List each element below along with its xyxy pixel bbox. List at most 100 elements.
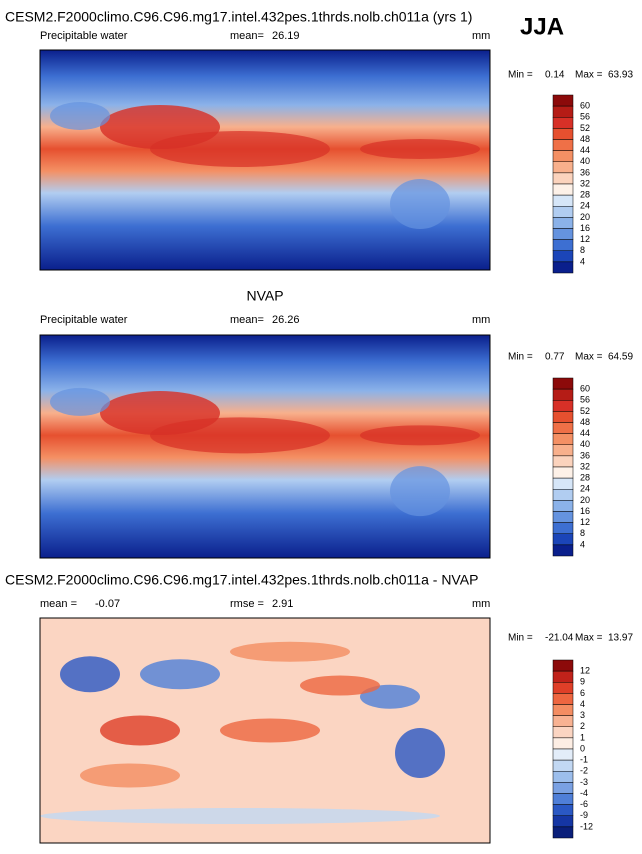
colorbar-label: 36 bbox=[580, 167, 590, 177]
colorbar-label: 1 bbox=[580, 732, 585, 742]
colorbar-label: 4 bbox=[580, 539, 585, 549]
map-frame bbox=[39, 617, 491, 844]
colorbar-swatch bbox=[552, 206, 574, 218]
colorbar-label: 12 bbox=[580, 517, 590, 527]
colorbar-label: 32 bbox=[580, 461, 590, 471]
colorbar-label: 28 bbox=[580, 190, 590, 200]
colorbar-swatch bbox=[552, 826, 574, 839]
colorbar-swatch bbox=[552, 793, 574, 805]
min-value: 0.77 bbox=[545, 352, 565, 363]
max-label: Max = bbox=[575, 352, 603, 363]
colorbar-swatch bbox=[552, 400, 574, 412]
colorbar-swatch bbox=[552, 466, 574, 479]
colorbar-label: 20 bbox=[580, 212, 590, 222]
colorbar-swatch bbox=[552, 172, 574, 185]
left-label: Precipitable water bbox=[40, 314, 128, 326]
min-label: Min = bbox=[508, 70, 533, 81]
colorbar-swatch bbox=[552, 670, 574, 683]
colorbar-swatch bbox=[552, 250, 574, 263]
colorbar-swatch bbox=[552, 139, 574, 151]
colorbar-swatch bbox=[552, 715, 574, 727]
colorbar-label: 40 bbox=[580, 156, 590, 166]
min-value: 0.14 bbox=[545, 70, 565, 81]
left-label: mean = bbox=[40, 598, 77, 610]
colorbar-swatch bbox=[552, 455, 574, 468]
colorbar-label: 60 bbox=[580, 384, 590, 394]
colorbar-swatch bbox=[552, 659, 574, 672]
colorbar-label: 28 bbox=[580, 473, 590, 483]
map-blob bbox=[220, 718, 320, 743]
colorbar-swatch bbox=[552, 377, 574, 390]
max-label: Max = bbox=[575, 633, 603, 644]
colorbar-swatch bbox=[552, 183, 574, 196]
colorbar-label: -12 bbox=[580, 821, 593, 831]
colorbar-swatch bbox=[552, 693, 574, 705]
colorbar-label: 0 bbox=[580, 743, 585, 753]
map-blob bbox=[140, 659, 220, 690]
colorbar-swatch bbox=[552, 239, 574, 251]
colorbar-swatch bbox=[552, 477, 574, 490]
units: mm bbox=[472, 314, 490, 326]
colorbar-label: 44 bbox=[580, 145, 590, 155]
colorbar-swatch bbox=[552, 128, 574, 140]
map-blob bbox=[390, 179, 450, 229]
min-label: Min = bbox=[508, 633, 533, 644]
colorbar-label: 8 bbox=[580, 245, 585, 255]
colorbar-label: 6 bbox=[580, 688, 585, 698]
colorbar-swatch bbox=[552, 94, 574, 107]
season-label: JJA bbox=[520, 13, 564, 40]
colorbar-swatch bbox=[552, 804, 574, 816]
colorbar-swatch bbox=[552, 422, 574, 434]
colorbar-swatch bbox=[552, 544, 574, 557]
colorbar-swatch bbox=[552, 511, 574, 523]
map-blob bbox=[60, 656, 120, 693]
colorbar-label: -9 bbox=[580, 810, 588, 820]
colorbar-label: -3 bbox=[580, 777, 588, 787]
mean-label: rmse = bbox=[230, 598, 264, 610]
colorbar-swatch bbox=[552, 759, 574, 772]
colorbar-label: 48 bbox=[580, 134, 590, 144]
left-value: -0.07 bbox=[95, 598, 120, 610]
max-value: 64.59 bbox=[608, 352, 633, 363]
colorbar-label: 52 bbox=[580, 123, 590, 133]
colorbar-swatch bbox=[552, 522, 574, 534]
colorbar-label: 8 bbox=[580, 528, 585, 538]
colorbar-swatch bbox=[552, 150, 574, 162]
max-value: 63.93 bbox=[608, 70, 633, 81]
mean-label: mean= bbox=[230, 314, 264, 326]
colorbar-swatch bbox=[552, 217, 574, 229]
min-label: Min = bbox=[508, 352, 533, 363]
panel-title: CESM2.F2000climo.C96.C96.mg17.intel.432p… bbox=[5, 572, 478, 588]
min-value: -21.04 bbox=[545, 633, 574, 644]
panel-title: NVAP bbox=[246, 288, 283, 304]
colorbar-swatch bbox=[552, 489, 574, 501]
colorbar-swatch bbox=[552, 771, 574, 783]
colorbar-label: 40 bbox=[580, 439, 590, 449]
colorbar-label: 3 bbox=[580, 710, 585, 720]
mean-value: 26.19 bbox=[272, 30, 300, 42]
colorbar-swatch bbox=[552, 782, 574, 794]
colorbar-label: 24 bbox=[580, 201, 590, 211]
colorbar-label: 20 bbox=[580, 495, 590, 505]
mean-value: 2.91 bbox=[272, 598, 293, 610]
colorbar-swatch bbox=[552, 105, 574, 118]
colorbar-label: 36 bbox=[580, 450, 590, 460]
colorbar-swatch bbox=[552, 533, 574, 546]
map-blob bbox=[390, 466, 450, 517]
map-blob bbox=[50, 102, 110, 130]
map-blob bbox=[360, 139, 480, 159]
map-frame bbox=[39, 49, 491, 271]
colorbar-swatch bbox=[552, 737, 574, 750]
map-blob bbox=[100, 715, 180, 746]
colorbar-label: 4 bbox=[580, 256, 585, 266]
colorbar-swatch bbox=[552, 433, 574, 445]
mean-label: mean= bbox=[230, 30, 264, 42]
map-blob bbox=[360, 425, 480, 446]
map-blob bbox=[80, 763, 180, 788]
colorbar-swatch bbox=[552, 704, 574, 716]
units: mm bbox=[472, 598, 490, 610]
colorbar-label: 2 bbox=[580, 721, 585, 731]
map-blob bbox=[150, 417, 330, 454]
map-blob bbox=[395, 728, 445, 778]
